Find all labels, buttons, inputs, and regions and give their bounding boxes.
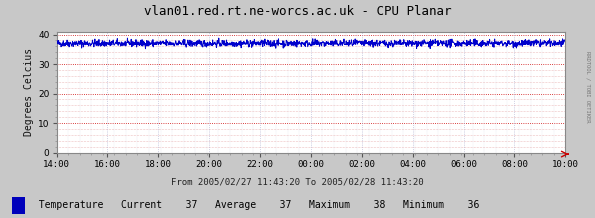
Text: RRDTOOL / TOBI OETIKER: RRDTOOL / TOBI OETIKER (585, 51, 590, 123)
Text: From 2005/02/27 11:43:20 To 2005/02/28 11:43:20: From 2005/02/27 11:43:20 To 2005/02/28 1… (171, 178, 424, 187)
Text: Temperature   Current    37   Average    37   Maximum    38   Minimum    36: Temperature Current 37 Average 37 Maximu… (27, 200, 479, 210)
Y-axis label: Degrees Celcius: Degrees Celcius (24, 48, 34, 136)
Text: vlan01.red.rt.ne-worcs.ac.uk - CPU Planar: vlan01.red.rt.ne-worcs.ac.uk - CPU Plana… (144, 5, 451, 19)
